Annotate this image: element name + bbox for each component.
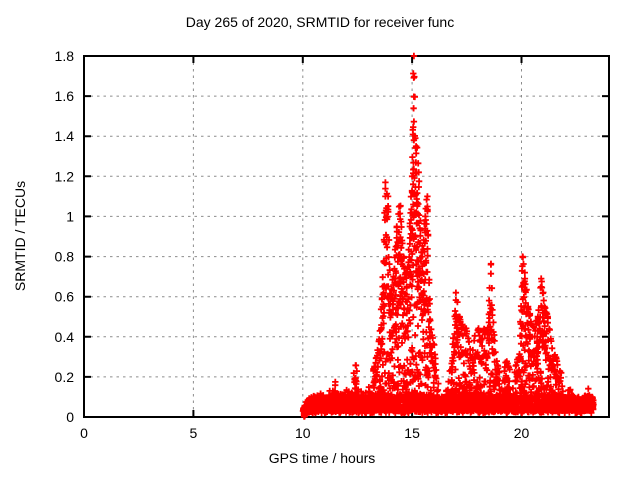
y-tick-label: 1.4 bbox=[55, 128, 75, 144]
data-points bbox=[299, 52, 597, 420]
x-tick-label: 10 bbox=[295, 425, 311, 441]
y-tick-label: 0.6 bbox=[55, 289, 75, 305]
x-tick-label: 5 bbox=[190, 425, 198, 441]
y-tick-label: 0.4 bbox=[55, 329, 75, 345]
y-tick-label: 1.2 bbox=[55, 168, 75, 184]
y-axis-label: SRMTID / TECUs bbox=[12, 181, 28, 291]
x-tick-label: 15 bbox=[404, 425, 420, 441]
y-tick-label: 0 bbox=[66, 409, 74, 425]
y-tick-label: 1.6 bbox=[55, 88, 75, 104]
chart-title: Day 265 of 2020, SRMTID for receiver fun… bbox=[186, 14, 454, 30]
axis-ticks bbox=[83, 55, 609, 418]
x-tick-label: 20 bbox=[514, 425, 530, 441]
y-tick-label: 1 bbox=[66, 208, 74, 224]
grid-lines bbox=[84, 56, 609, 417]
y-tick-label: 0.8 bbox=[55, 249, 75, 265]
y-tick-label: 0.2 bbox=[55, 369, 75, 385]
x-tick-label: 0 bbox=[80, 425, 88, 441]
y-tick-label: 1.8 bbox=[55, 48, 75, 64]
x-axis-label: GPS time / hours bbox=[269, 450, 376, 466]
plot-border bbox=[83, 55, 610, 418]
